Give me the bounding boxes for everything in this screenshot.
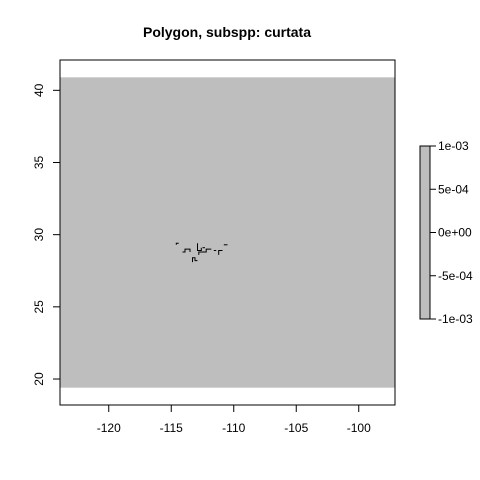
- raster-cells: [60, 77, 395, 388]
- y-tick-label: 25: [32, 300, 46, 314]
- polygon-segment: [218, 250, 223, 255]
- y-tick-label: 35: [32, 155, 46, 169]
- y-tick-label: 30: [32, 228, 46, 242]
- polygon-segment: [198, 248, 212, 255]
- polygon-segment: [182, 248, 191, 253]
- plot-title: Polygon, subspp: curtata: [143, 24, 311, 40]
- polygon-outline: [175, 242, 228, 263]
- legend-tick-label: 5e-04: [438, 182, 469, 196]
- y-tick-label: 40: [32, 83, 46, 97]
- legend-tick-label: -5e-04: [438, 269, 473, 283]
- legend-tick-label: -1e-03: [438, 312, 473, 326]
- raster-layer: [60, 77, 395, 388]
- plot-frame: [59, 59, 396, 406]
- polygon-segment: [192, 257, 198, 263]
- polygon-segment: [175, 242, 179, 245]
- legend-color-bar: [419, 145, 431, 320]
- polygon-segment: [197, 243, 202, 251]
- y-tick-label: 20: [32, 372, 46, 386]
- x-tick-label: -120: [97, 421, 121, 435]
- x-axis: -120 -115 -110 -105 -100: [97, 405, 371, 435]
- x-tick-label: -100: [347, 421, 371, 435]
- legend-tick-label: 1e-03: [438, 139, 469, 153]
- y-axis: 20 25 30 35 40: [32, 83, 60, 386]
- legend-tick-label: 0e+00: [438, 226, 472, 240]
- x-tick-label: -105: [284, 421, 308, 435]
- color-legend: 1e-03 5e-04 0e+00 -5e-04 -1e-03: [419, 139, 473, 326]
- x-tick-label: -115: [160, 421, 183, 435]
- x-tick-label: -110: [222, 421, 245, 435]
